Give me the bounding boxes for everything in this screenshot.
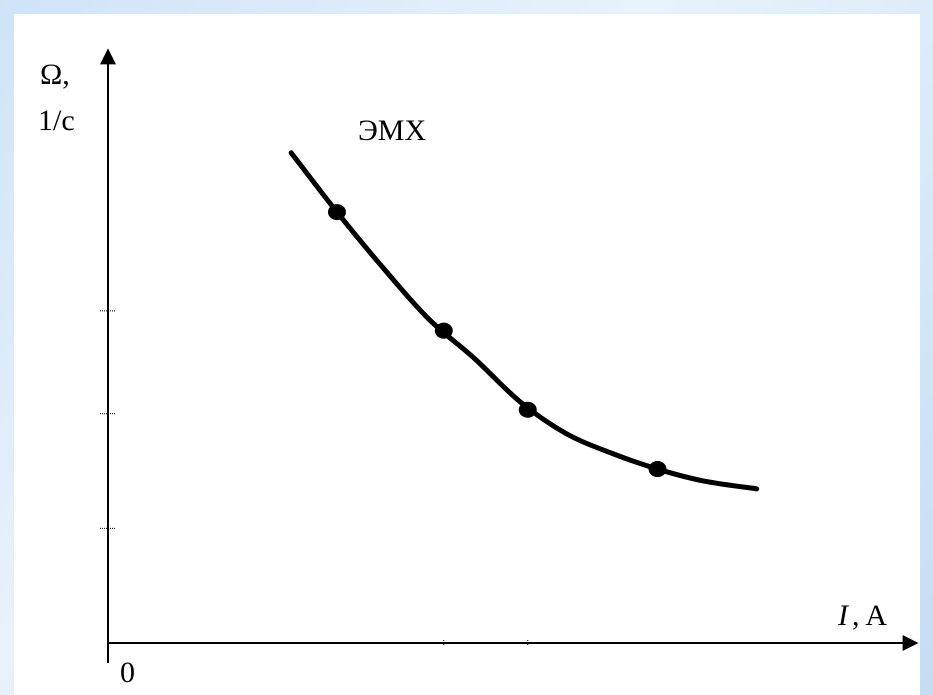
data-points	[327, 204, 667, 478]
data-point	[434, 322, 453, 339]
y-axis-label-line2: 1/c	[38, 104, 75, 137]
curve-label: ЭМХ	[358, 114, 426, 147]
data-point	[518, 401, 537, 418]
x-axis-label-unit: , A	[852, 599, 887, 632]
y-axis-label-line1: Ω,	[40, 58, 70, 91]
axes	[100, 48, 919, 663]
ticks	[100, 310, 529, 646]
data-point	[327, 204, 346, 221]
x-axis-label-var: I	[837, 599, 850, 632]
data-point	[648, 461, 667, 478]
series-line-emx	[288, 150, 760, 492]
origin-label: 0	[120, 656, 135, 689]
